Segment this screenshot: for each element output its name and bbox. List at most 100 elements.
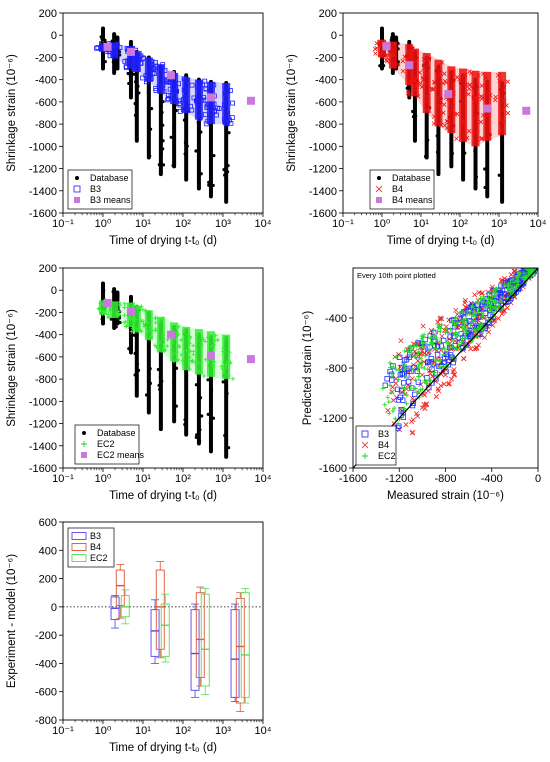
legend-marker [377,176,381,180]
data-point [395,421,401,426]
legend-marker [73,185,81,193]
data-point [432,370,439,376]
box [150,609,160,657]
data-point [468,309,474,314]
model-point [161,333,166,338]
model-point [481,71,486,77]
data-point [479,322,485,328]
data-point [509,277,515,282]
model-point [112,53,118,59]
database-point [461,156,465,160]
x-tick-label: 10⁻¹ [52,218,74,230]
database-point [207,183,211,187]
model-point [215,337,220,342]
box [240,592,250,698]
data-point [472,327,477,332]
data-point [382,382,388,388]
data-point [394,386,401,392]
y-tick-label: -800 [315,119,337,131]
data-point [405,347,411,352]
data-point [404,401,409,406]
data-point [441,337,447,344]
database-point [149,107,154,111]
data-point [389,384,396,390]
x-tick-label: -1600 [339,473,367,485]
x-tick-label: 10⁰ [374,218,391,230]
data-point [476,342,482,348]
model-point [450,104,456,109]
data-point [472,309,478,315]
model-point [480,113,486,118]
y-axis-label: Predicted strain (10⁻⁶) [302,311,314,426]
data-point [439,347,445,352]
model-point [149,59,155,64]
model-point [422,53,431,113]
model-point [211,342,216,347]
database-point [435,134,439,138]
x-tick-label: 10¹ [135,218,151,230]
data-point [437,364,442,370]
data-point [419,359,425,365]
mean-marker [382,42,391,51]
x-tick-label: -400 [481,473,503,485]
model-point [461,119,467,124]
model-point [432,80,438,85]
model-point [203,339,208,344]
model-point [213,333,218,338]
data-point [414,411,420,417]
database-point [483,167,487,171]
model-point [160,62,166,68]
data-point [446,381,452,387]
model-point [221,370,226,375]
database-point [211,416,216,420]
database-point [198,396,203,400]
model-point [224,362,229,367]
data-point [431,327,436,333]
data-point [433,357,438,362]
means [103,299,255,364]
data-point [398,388,405,394]
database-point [133,80,138,84]
y-tick-label: -600 [315,97,337,109]
x-tick-label: 10⁻¹ [52,725,74,737]
database-point [450,151,454,156]
data-point [452,332,458,337]
model-point [500,120,506,125]
data-point [478,296,483,301]
model-point [191,343,196,348]
model-point [157,340,162,345]
y-tick-label: -400 [325,313,347,325]
legend-label: EC2 [378,451,396,461]
model-point [454,136,459,141]
model-point [476,73,481,78]
y-tick-label: 200 [39,263,57,275]
model-point [226,359,231,364]
plot-frame [342,12,539,214]
data-point [443,368,449,375]
means [382,42,531,115]
data-point [487,308,493,313]
y-tick-label: -400 [35,75,57,87]
model-point [190,358,195,363]
data-point [476,306,481,312]
x-tick-label: 10⁴ [255,725,272,737]
model-point [162,68,168,73]
database-point [172,403,176,407]
database-point [185,144,189,148]
model-point [383,57,389,63]
data-point [465,311,470,317]
database-point [137,91,141,95]
model-point [447,66,456,133]
model-point [434,59,443,127]
model-point [435,74,441,79]
box [160,603,170,657]
data-point [435,329,440,335]
legend-label: B3 [90,531,101,541]
x-tick-label: 10⁻¹ [52,473,74,485]
legend-marker [81,441,87,447]
data-point [461,328,466,334]
database-point [127,81,131,86]
model-point [116,312,121,317]
legend-label: B3 [378,429,389,439]
